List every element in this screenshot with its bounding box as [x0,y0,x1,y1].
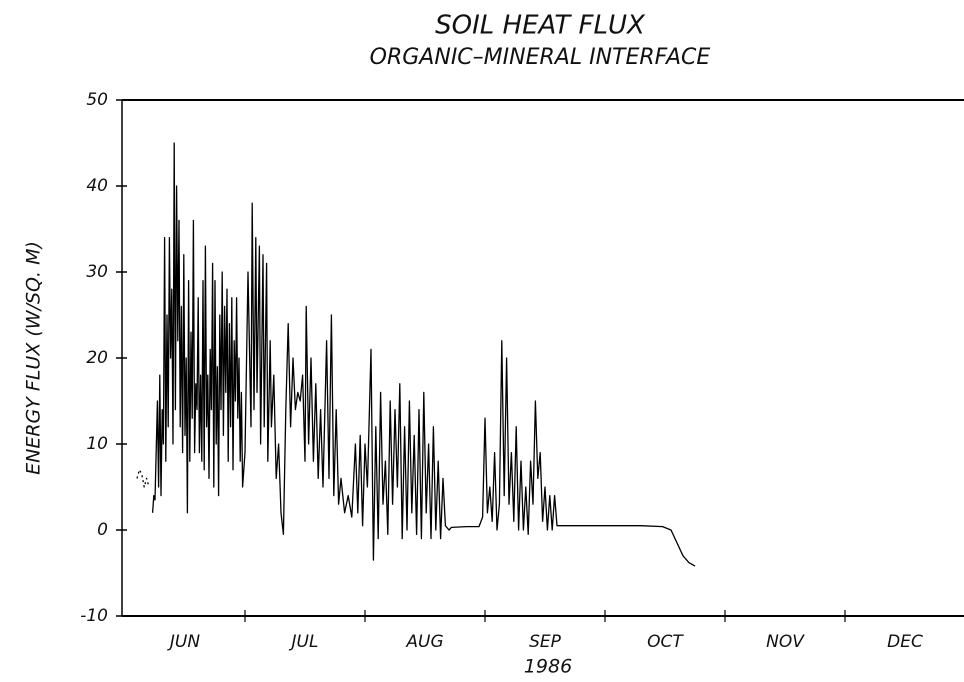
x-axis-label: 1986 [524,656,572,678]
y-tick-label: 10 [86,434,108,454]
data-line [136,469,150,488]
x-tick-label: AUG [405,632,443,652]
y-tick-label: 40 [86,176,108,196]
x-tick-label: JUN [167,632,200,652]
y-tick-label: 0 [97,520,108,540]
x-tick-label: NOV [766,632,805,652]
chart-title: SOIL HEAT FLUX [435,11,646,41]
chart-subtitle: ORGANIC–MINERAL INTERFACE [370,45,711,70]
y-tick-label: 50 [86,90,108,110]
x-tick-label: OCT [647,632,684,652]
x-tick-label: JUL [289,632,319,652]
data-line [151,142,696,567]
x-tick-label: SEP [529,632,562,652]
y-tick-label: 30 [86,262,108,282]
x-tick-label: DEC [887,632,923,652]
y-tick-label: 20 [86,348,108,368]
y-tick-label: -10 [80,606,108,626]
y-axis-label: ENERGY FLUX (W/SQ. M) [23,241,45,475]
